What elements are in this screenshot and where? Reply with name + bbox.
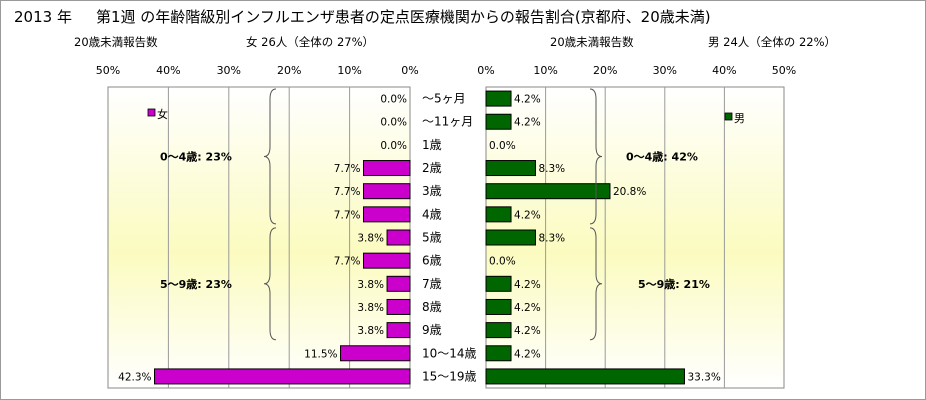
- male-value-label: 4.2%: [514, 302, 541, 314]
- male-group-label-5-9: 5〜9歳: 21%: [638, 277, 710, 291]
- female-value-label: 3.8%: [357, 302, 384, 314]
- female-tick-label: 20%: [277, 64, 301, 77]
- female-legend-swatch: [147, 108, 156, 117]
- male-value-label: 4.2%: [514, 94, 541, 106]
- category-label: 8歳: [422, 300, 442, 314]
- male-legend-swatch: [724, 112, 733, 121]
- female-group-label-5-9: 5〜9歳: 23%: [160, 277, 232, 291]
- male-tick-label: 40%: [712, 64, 736, 77]
- male-summary: 男 24人（全体の 22%）: [708, 35, 837, 49]
- female-value-label: 3.8%: [357, 233, 384, 245]
- category-label: 9歳: [422, 323, 442, 337]
- male-bar: [485, 90, 512, 107]
- female-bar: [340, 345, 411, 362]
- male-tick-label: 10%: [533, 64, 557, 77]
- female-tick-label: 30%: [217, 64, 241, 77]
- female-value-label: 7.7%: [334, 209, 361, 221]
- male-value-label: 0.0%: [489, 256, 516, 268]
- male-bar: [485, 183, 611, 200]
- male-bar: [485, 229, 536, 246]
- male-count-label: 20歳未満報告数: [550, 35, 634, 49]
- male-value-label: 4.2%: [514, 117, 541, 129]
- female-value-label: 7.7%: [334, 186, 361, 198]
- male-tick-label: 20%: [593, 64, 617, 77]
- male-bar: [485, 298, 512, 315]
- male-value-label: 33.3%: [687, 371, 720, 383]
- male-value-label: 4.2%: [514, 209, 541, 221]
- female-value-label: 7.7%: [334, 256, 361, 268]
- female-brace-0-4: [263, 88, 277, 225]
- title-text: 第1週 の年齢階級別インフルエンザ患者の定点医療機関からの報告割合(京都府、20…: [95, 8, 711, 26]
- male-value-label: 0.0%: [489, 140, 516, 152]
- female-plot-area: [107, 86, 411, 389]
- female-tick-label: 10%: [337, 64, 361, 77]
- female-count-label: 20歳未満報告数: [74, 35, 158, 49]
- female-summary: 女 26人（全体の 27%）: [246, 35, 375, 49]
- female-bar: [362, 160, 411, 177]
- female-tick-label: 40%: [156, 64, 180, 77]
- male-bar: [485, 206, 512, 223]
- category-label: 3歳: [422, 184, 442, 198]
- male-value-label: 8.3%: [538, 233, 565, 245]
- female-bar: [386, 275, 411, 292]
- category-label: 4歳: [422, 207, 442, 221]
- female-value-label: 0.0%: [380, 117, 407, 129]
- female-legend-label: 女: [157, 107, 168, 121]
- female-value-label: 7.7%: [334, 163, 361, 175]
- male-brace-0-4: [589, 88, 603, 225]
- category-label: 1歳: [422, 138, 442, 152]
- male-value-label: 4.2%: [514, 348, 541, 360]
- category-label: 〜5ヶ月: [422, 92, 466, 106]
- male-bar: [485, 113, 512, 130]
- category-label: 2歳: [422, 161, 442, 175]
- female-brace-5-9: [263, 227, 277, 341]
- male-tick-label: 50%: [772, 64, 796, 77]
- female-value-label: 0.0%: [380, 94, 407, 106]
- male-bar: [485, 275, 512, 292]
- male-value-label: 4.2%: [514, 325, 541, 337]
- male-value-label: 8.3%: [538, 163, 565, 175]
- male-tick-label: 0%: [477, 64, 494, 77]
- category-label: 5歳: [422, 231, 442, 245]
- male-bar: [485, 322, 512, 339]
- category-label: 7歳: [422, 277, 442, 291]
- male-value-label: 20.8%: [613, 186, 646, 198]
- male-legend-label: 男: [734, 112, 745, 125]
- male-value-label: 4.2%: [514, 279, 541, 291]
- female-bar: [386, 229, 411, 246]
- female-value-label: 3.8%: [357, 279, 384, 291]
- male-brace-5-9: [589, 227, 603, 341]
- male-bar: [485, 160, 536, 177]
- chart-title: 2013 年 第1週 の年齢階級別インフルエンザ患者の定点医療機関からの報告割合(…: [14, 6, 711, 27]
- male-tick-label: 30%: [653, 64, 677, 77]
- female-value-label: 3.8%: [357, 325, 384, 337]
- female-bar: [154, 368, 411, 385]
- female-value-label: 42.3%: [118, 371, 151, 383]
- male-bar: [485, 368, 685, 385]
- female-value-label: 11.5%: [304, 348, 337, 360]
- category-label: 6歳: [422, 254, 442, 268]
- category-label: 10〜14歳: [422, 346, 477, 360]
- female-tick-label: 0%: [401, 64, 418, 77]
- female-bar: [386, 298, 411, 315]
- title-year: 2013 年: [14, 8, 72, 26]
- category-label: 〜11ヶ月: [422, 115, 473, 129]
- female-bar: [386, 322, 411, 339]
- female-bar: [362, 206, 411, 223]
- female-group-label-0-4: 0〜4歳: 23%: [160, 149, 232, 163]
- female-tick-label: 50%: [96, 64, 120, 77]
- female-bar: [362, 252, 411, 269]
- male-bar: [485, 345, 512, 362]
- female-bar: [362, 183, 411, 200]
- male-group-label-0-4: 0〜4歳: 42%: [626, 149, 698, 163]
- category-label: 15〜19歳: [422, 369, 477, 383]
- female-value-label: 0.0%: [380, 140, 407, 152]
